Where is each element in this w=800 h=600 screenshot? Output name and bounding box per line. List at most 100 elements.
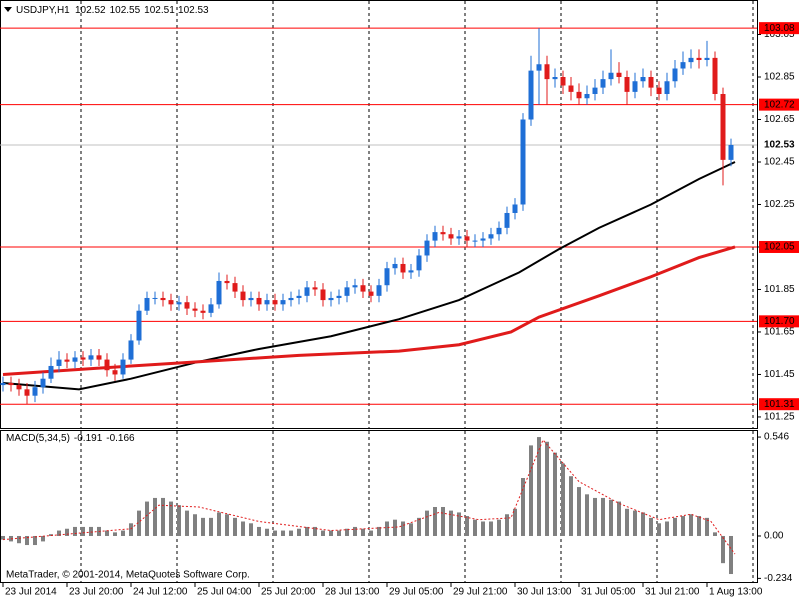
y-tick-label: 101.25: [764, 412, 795, 423]
candle-body: [440, 232, 446, 235]
candle-body: [672, 68, 678, 82]
candle-body: [96, 355, 102, 360]
level-label-box: [759, 98, 799, 111]
y-tick-label: 102.25: [764, 199, 795, 210]
macd-header: MACD(5,34,5) -0.191 -0.166: [6, 433, 135, 444]
macd-bar: [217, 512, 221, 536]
menu-arrow[interactable]: [4, 7, 12, 12]
macd-bar: [241, 521, 245, 536]
candle-body: [112, 370, 118, 375]
macd-bar: [417, 517, 421, 536]
macd-bar: [25, 535, 29, 546]
copyright: MetaTrader, © 2001-2014, MetaQuotes Soft…: [6, 570, 250, 581]
candle-body: [648, 77, 654, 88]
macd-bar: [169, 501, 173, 536]
macd-bar: [377, 526, 381, 536]
macd-bar: [561, 463, 565, 536]
candle-body: [520, 119, 526, 205]
macd-bar: [145, 501, 149, 536]
moving-average: [2, 245, 736, 376]
candle-body: [512, 204, 518, 213]
candle-body: [416, 255, 422, 271]
candle-body: [728, 144, 734, 160]
macd-bar: [609, 499, 613, 536]
macd-bar: [473, 519, 477, 536]
candle-body: [40, 378, 46, 388]
last-price-label: 102.53: [764, 140, 795, 151]
macd-bar: [329, 530, 333, 536]
level-label: 102.72: [764, 99, 795, 110]
candle-body: [216, 280, 222, 305]
candle-body: [680, 62, 686, 69]
macd-bar: [17, 535, 21, 544]
candle-body: [200, 310, 206, 313]
candle-body: [192, 308, 198, 311]
candle-body: [336, 295, 342, 298]
candle-body: [288, 297, 294, 301]
x-tick-label: 28 Jul 13:00: [325, 587, 380, 598]
macd-bar: [401, 521, 405, 536]
candle-body: [456, 236, 462, 239]
macd-bar: [673, 517, 677, 536]
header-open: 102.52: [75, 5, 106, 16]
x-tick-label: 29 Jul 05:00: [389, 587, 444, 598]
level-label-box: [759, 240, 799, 253]
macd-bar: [305, 526, 309, 536]
candle-body: [528, 70, 534, 120]
y-tick-label: 0.546: [764, 432, 789, 443]
macd-bar: [153, 497, 157, 536]
signal-value: -0.166: [106, 433, 135, 444]
candle-body: [176, 302, 182, 305]
macd-bar: [569, 476, 573, 536]
macd-bar: [457, 512, 461, 536]
candle-body: [168, 300, 174, 305]
level-label: 103.08: [764, 23, 795, 34]
candle-body: [376, 285, 382, 296]
candle-body: [8, 382, 14, 386]
candle-body: [568, 85, 574, 92]
macd-bar: [553, 452, 557, 536]
macd-bar: [641, 512, 645, 536]
candle-body: [64, 359, 70, 362]
macd-bar: [537, 437, 541, 536]
x-tick-label: 31 Jul 21:00: [645, 587, 700, 598]
macd-bar: [489, 521, 493, 536]
macd-bar: [201, 517, 205, 536]
candle-body: [464, 236, 470, 241]
candle-body: [472, 240, 478, 242]
candle-body: [504, 212, 510, 228]
candle-body: [88, 355, 94, 360]
header-high: 102.55: [110, 5, 141, 16]
macd-bar: [313, 526, 317, 536]
macd-bar: [345, 528, 349, 536]
candle-body: [344, 287, 350, 296]
macd-bar: [177, 505, 181, 536]
macd-bar: [65, 528, 69, 536]
candle-body: [104, 359, 110, 371]
macd-bar: [433, 506, 437, 536]
candle-body: [224, 280, 230, 284]
macd-bar: [161, 497, 165, 536]
candle-body: [24, 389, 30, 396]
macd-bar: [137, 510, 141, 536]
level-label: 101.31: [764, 399, 795, 410]
y-tick-label: 102.65: [764, 114, 795, 125]
macd-bar: [57, 530, 61, 536]
candle-body: [544, 64, 550, 80]
candle-body: [208, 304, 214, 313]
macd-bar: [281, 530, 285, 536]
macd-bar: [353, 526, 357, 536]
macd-bar: [105, 530, 109, 536]
candle-body: [312, 287, 318, 290]
x-tick-label: 23 Jul 20:00: [69, 587, 124, 598]
macd-bar: [657, 523, 661, 536]
macd-bar: [481, 521, 485, 536]
candle-body: [80, 357, 86, 360]
candle-body: [56, 359, 62, 366]
macd-bar: [273, 530, 277, 536]
macd-bar: [649, 517, 653, 536]
y-tick-label: 101.85: [764, 284, 795, 295]
macd-bar: [449, 510, 453, 536]
macd-bar: [681, 516, 685, 536]
